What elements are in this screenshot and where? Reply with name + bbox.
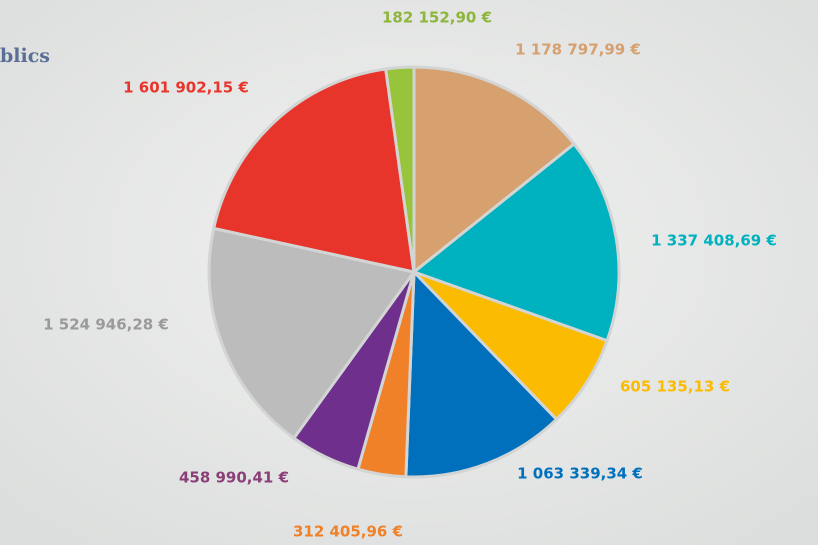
data-label: 458 990,41 €	[179, 469, 289, 487]
data-label: 182 152,90 €	[382, 9, 492, 27]
pie-slice	[384, 65, 416, 274]
data-label: 1 178 797,99 €	[515, 41, 641, 59]
pie-slice	[207, 226, 416, 440]
chart-title: blics	[0, 45, 50, 67]
pie-slice	[212, 67, 416, 274]
data-label: 1 601 902,15 €	[123, 79, 249, 97]
data-label: 1 063 339,34 €	[517, 465, 643, 483]
data-label: 605 135,13 €	[620, 378, 730, 396]
data-label: 312 405,96 €	[293, 523, 403, 541]
pie-slice	[412, 142, 621, 343]
data-label: 1 337 408,69 €	[651, 232, 777, 250]
pie-slice	[412, 65, 576, 274]
pie-slice	[404, 270, 559, 479]
data-label: 1 524 946,28 €	[43, 316, 169, 334]
